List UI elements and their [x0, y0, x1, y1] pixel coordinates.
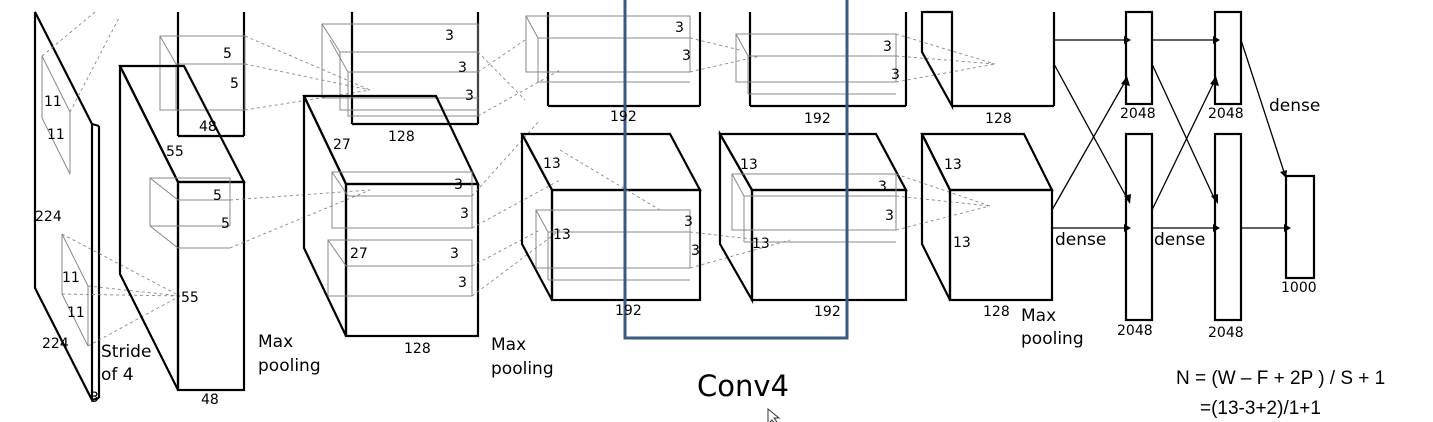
fc2-bottom	[1213, 132, 1243, 322]
formula-line1: N = (W – F + 2P ) / S + 1	[1176, 368, 1385, 389]
conv5-top	[920, 10, 1056, 111]
label-c4-192top: 192	[804, 111, 831, 127]
conv5-bottom	[920, 132, 1054, 302]
label-maxpool2-a: Max	[491, 335, 526, 355]
label-maxpool3-a: Max	[1021, 306, 1056, 326]
label-c4-13b: 13	[752, 236, 770, 252]
conv1-top	[159, 12, 371, 138]
label-c2-128top: 128	[388, 129, 415, 145]
label-c2-3c: 3	[465, 88, 474, 104]
label-c1-5a: 5	[223, 46, 232, 62]
label-c2-3f: 3	[450, 246, 459, 262]
label-dense3: dense	[1269, 96, 1320, 116]
label-c3-3c: 3	[684, 214, 693, 230]
label-c4-192bot: 192	[814, 304, 841, 320]
label-c2-27a: 27	[333, 137, 351, 153]
conv2-top	[321, 12, 561, 126]
slide-title: Conv4	[697, 369, 789, 403]
fc2-top	[1213, 10, 1243, 106]
label-input-11c: 11	[62, 270, 80, 286]
label-input-11d: 11	[67, 305, 85, 321]
fc-arrows	[1051, 36, 1291, 232]
mouse-cursor-icon	[767, 407, 781, 422]
label-c3-13b: 13	[553, 227, 571, 243]
label-stride: Stride	[101, 342, 151, 362]
label-c2-3a: 3	[445, 28, 454, 44]
conv4-highlight-box	[623, 0, 849, 340]
conv4-bottom	[718, 129, 991, 305]
label-fc1-top: 2048	[1120, 106, 1156, 122]
label-fc2-bot: 2048	[1208, 325, 1244, 341]
conv2-bottom	[302, 94, 561, 338]
label-c2-3g: 3	[458, 275, 467, 291]
label-c1-5b: 5	[230, 76, 239, 92]
output-layer	[1284, 174, 1316, 280]
label-c4-3d: 3	[885, 208, 894, 224]
label-c3-13a: 13	[543, 156, 561, 172]
label-c1-55b: 55	[181, 290, 199, 306]
label-input-3: 3	[90, 390, 99, 406]
fc1-top	[1124, 10, 1154, 106]
label-input-224a: 224	[35, 209, 62, 225]
label-c3-3a: 3	[675, 20, 684, 36]
label-input-224b: 224	[42, 336, 69, 352]
label-c1-5c: 5	[213, 188, 222, 204]
label-c1-55a: 55	[166, 144, 184, 160]
input-volume	[33, 11, 181, 402]
label-maxpool2-b: pooling	[491, 359, 554, 379]
label-c1-48bot: 48	[201, 392, 219, 408]
label-input-11b: 11	[47, 127, 65, 143]
label-c4-3a: 3	[883, 39, 892, 55]
label-c2-3e: 3	[460, 206, 469, 222]
label-fc1-bot: 2048	[1117, 323, 1153, 339]
label-c3-3d: 3	[691, 243, 700, 259]
label-dense2: dense	[1154, 230, 1205, 250]
label-c4-3b: 3	[891, 67, 900, 83]
label-dense1: dense	[1055, 230, 1106, 250]
label-maxpool3-b: pooling	[1021, 329, 1084, 349]
conv4-top	[735, 12, 996, 108]
label-c3-3b: 3	[682, 48, 691, 64]
formula-line2: =(13-3+2)/1+1	[1200, 398, 1321, 419]
label-c4-3c: 3	[878, 179, 887, 195]
conv3-top	[525, 12, 761, 108]
fc1-bottom	[1124, 132, 1154, 322]
label-maxpool1-b: pooling	[258, 356, 321, 376]
label-c2-128bot: 128	[404, 341, 431, 357]
label-of4: of 4	[101, 365, 134, 385]
label-c5-128top: 128	[985, 111, 1012, 127]
label-c2-27b: 27	[350, 246, 368, 262]
label-c5-128bot: 128	[983, 304, 1010, 320]
label-fc2-top: 2048	[1208, 106, 1244, 122]
label-c2-3d: 3	[454, 177, 463, 193]
label-input-11a: 11	[44, 94, 62, 110]
label-c2-3b: 3	[458, 60, 467, 76]
label-c3-192bot: 192	[615, 303, 642, 319]
label-c1-5d: 5	[221, 216, 230, 232]
label-c4-13a: 13	[740, 157, 758, 173]
label-c3-192top: 192	[610, 109, 637, 125]
label-c5-13b: 13	[953, 235, 971, 251]
label-c1-48top: 48	[199, 119, 217, 135]
layer-labels: 11 11 224 11 11 224 3 Stride of 4 5 5 48…	[35, 20, 1320, 408]
label-maxpool1-a: Max	[258, 332, 293, 352]
label-c5-13a: 13	[944, 157, 962, 173]
label-out: 1000	[1281, 280, 1317, 296]
